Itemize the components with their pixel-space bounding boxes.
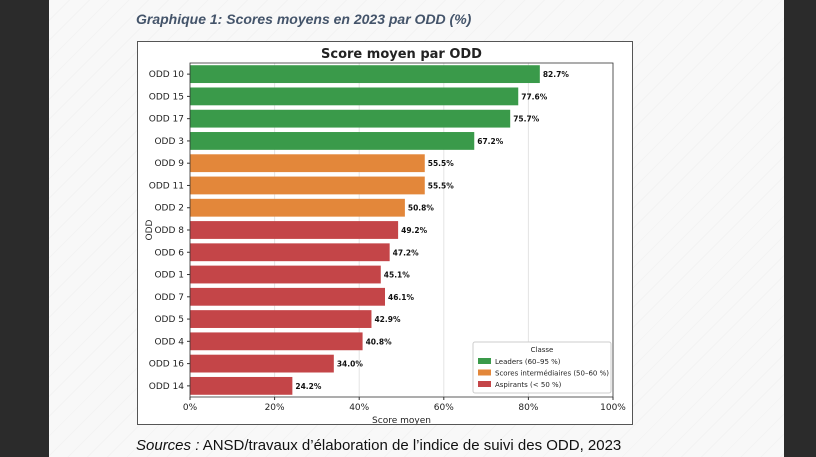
data-label: 49.2%: [401, 226, 428, 235]
x-axis-label: Score moyen: [372, 416, 431, 424]
y-tick-label: ODD 16: [149, 360, 185, 370]
x-tick-label: 40%: [349, 403, 369, 413]
legend-label: Scores intermédiaires (50–60 %): [495, 370, 609, 378]
data-label: 82.7%: [543, 70, 570, 79]
y-tick-label: ODD 6: [154, 248, 184, 258]
source-note: Sources : ANSD/travaux d’élaboration de …: [136, 437, 621, 454]
data-label: 77.6%: [521, 92, 548, 101]
x-tick-label: 0%: [183, 403, 198, 413]
source-text: ANSD/travaux d’élaboration de l’indice d…: [199, 437, 622, 454]
y-tick-label: ODD 9: [154, 159, 184, 169]
y-tick-label: ODD 2: [154, 204, 184, 214]
data-label: 50.8%: [408, 204, 435, 213]
bar: [190, 376, 293, 395]
bar: [190, 354, 334, 373]
bar-chart: Score moyen par ODD 0% 20% 40% 60% 80% 100% ODD…: [145, 47, 626, 426]
x-tick-label: 60%: [434, 403, 454, 413]
y-tick-label: ODD 1: [154, 271, 184, 281]
y-tick-label: ODD 8: [154, 226, 184, 236]
legend-title: Classe: [531, 346, 554, 354]
data-label: 55.5%: [428, 181, 455, 190]
data-label: 47.2%: [393, 248, 420, 257]
x-tick-label: 80%: [518, 403, 538, 413]
legend-swatch: [478, 381, 491, 387]
y-tick-label: ODD 11: [149, 181, 184, 191]
source-label: Sources :: [136, 437, 200, 454]
bar: [190, 332, 363, 351]
legend-label: Aspirants (< 50 %): [495, 381, 562, 389]
legend-swatch: [478, 369, 491, 376]
plot-area: [189, 62, 614, 398]
y-tick-label: ODD 10: [149, 70, 185, 80]
data-label: 40.8%: [366, 337, 393, 346]
legend-swatch: [478, 358, 491, 364]
y-axis-label: ODD: [145, 219, 155, 240]
chart-title: Score moyen par ODD: [321, 47, 482, 62]
document-page: Graphique 1: Scores moyens en 2023 par O…: [49, 0, 784, 457]
data-label: 45.1%: [384, 271, 411, 280]
data-label: 67.2%: [477, 137, 504, 146]
bar: [190, 198, 405, 217]
y-tick-label: ODD 15: [149, 92, 184, 102]
data-label: 46.1%: [388, 293, 415, 302]
bar: [190, 132, 475, 150]
y-tick-label: ODD 7: [154, 293, 184, 303]
y-tick-label: ODD 5: [154, 315, 184, 325]
bar: [190, 154, 425, 173]
legend-box: [472, 341, 612, 394]
bar: [190, 109, 511, 128]
y-tick-label: ODD 3: [154, 137, 184, 147]
data-label: 42.9%: [374, 315, 401, 324]
data-label: 24.2%: [295, 382, 322, 391]
x-tick-label: 100%: [600, 403, 626, 413]
bar: [190, 65, 540, 84]
bar: [190, 221, 399, 239]
bar: [190, 287, 386, 306]
bar: [190, 310, 372, 328]
legend-label: Leaders (60–95 %): [495, 358, 561, 366]
figure-caption: Graphique 1: Scores moyens en 2023 par O…: [136, 11, 472, 27]
y-tick-label: ODD 17: [149, 115, 184, 125]
chart-frame: Score moyen par ODD 0% 20% 40% 60% 80% 100% ODD…: [137, 41, 633, 426]
bar: [190, 176, 425, 195]
x-tick-label: 20%: [265, 403, 285, 413]
bar: [190, 265, 381, 284]
bar: [190, 87, 519, 106]
data-label: 34.0%: [337, 360, 364, 369]
y-tick-label: ODD 14: [149, 382, 185, 392]
data-label: 55.5%: [428, 159, 455, 168]
bar: [190, 243, 390, 262]
y-tick-label: ODD 4: [154, 337, 184, 347]
data-label: 75.7%: [513, 115, 540, 124]
